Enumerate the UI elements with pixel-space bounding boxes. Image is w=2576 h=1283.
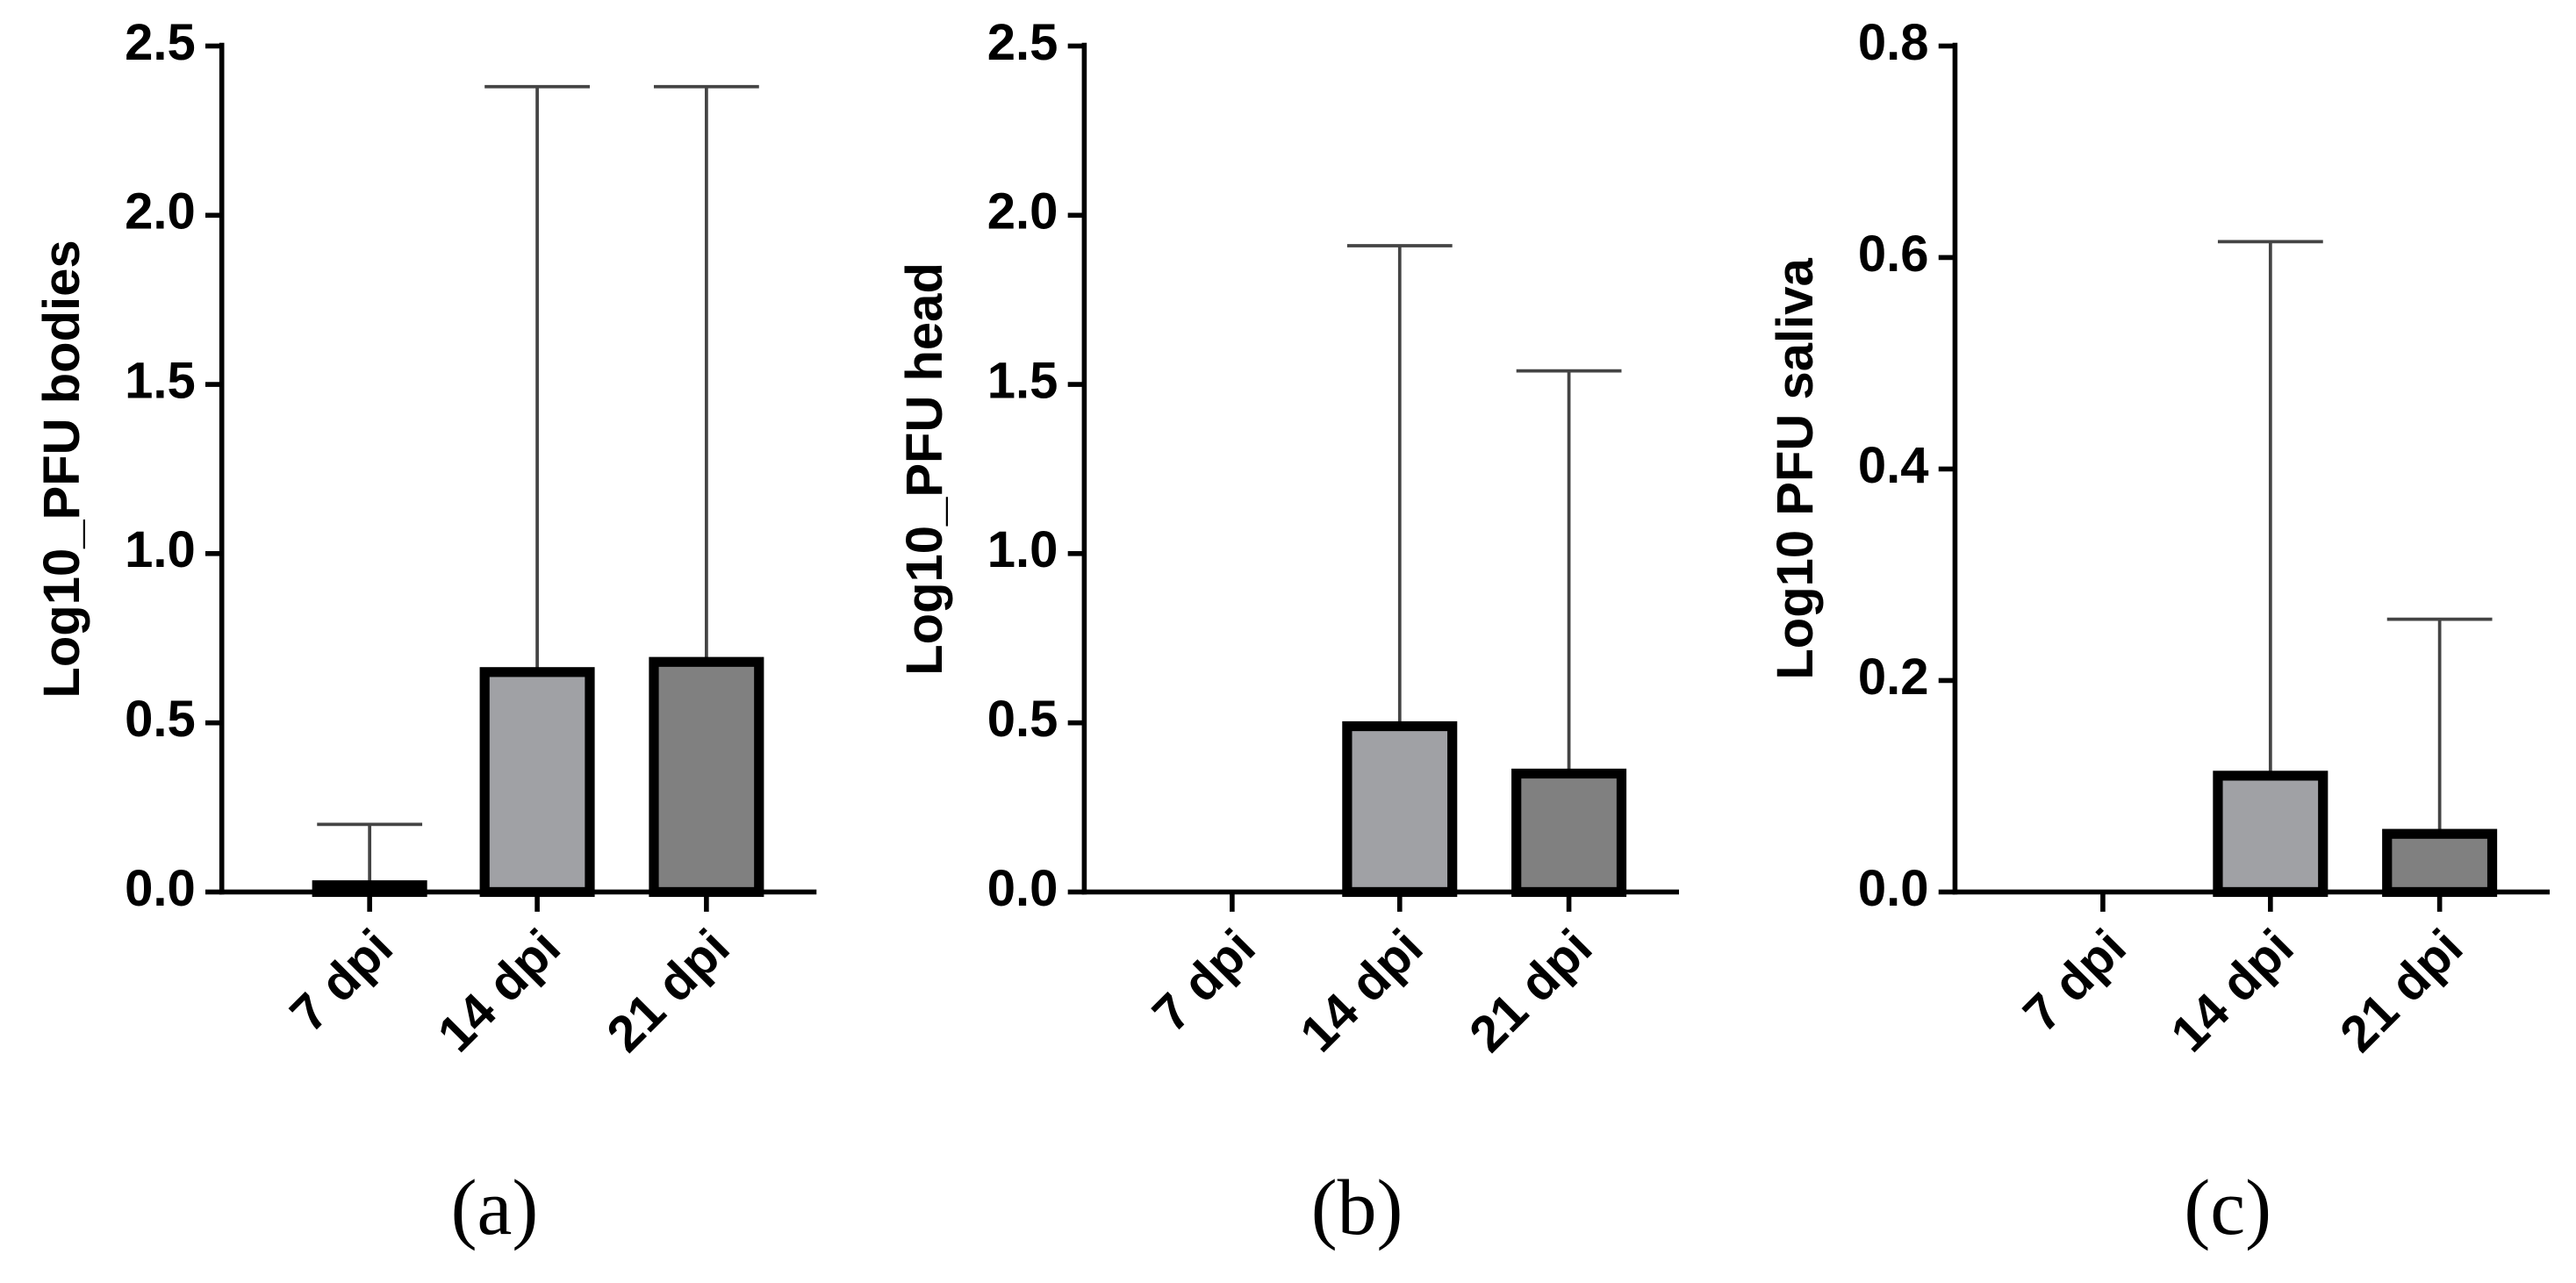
y-tick-label: 2.0 [125,183,196,240]
bar [649,656,764,898]
y-tick-label: 0.6 [1858,226,1929,283]
bar [2382,828,2498,898]
x-tick-label: 21 dpi [596,919,741,1064]
y-axis-title: Log10 PFU saliva [1767,258,1824,680]
y-axis-title: Log10_PFU bodies [33,240,90,698]
x-tick-label: 14 dpi [1289,919,1434,1064]
y-tick-label: 1.0 [987,521,1058,578]
y-tick-label: 0.8 [1858,14,1929,71]
bar [1511,768,1627,898]
bar [2213,771,2328,898]
panel-label: (b) [1311,1165,1403,1251]
y-tick-label: 0.0 [987,860,1058,917]
y-tick-label: 1.0 [125,521,196,578]
x-tick-label: 7 dpi [1142,919,1266,1043]
panel: 0.0 0.5 1.0 1.5 2.0 2.5 Log10_PFU bodies 7 dpi 1… [33,14,817,1251]
x-tick-label: 7 dpi [2013,919,2137,1043]
y-tick-label: 2.0 [987,183,1058,240]
y-axis-title: Log10_PFU head [896,262,953,676]
y-tick-label: 2.5 [987,14,1058,71]
y-tick-label: 1.5 [987,352,1058,409]
y-tick-label: 0.2 [1858,649,1929,706]
y-tick-label: 2.5 [125,14,196,71]
panel-label: (a) [451,1165,539,1251]
y-tick-label: 0.5 [125,691,196,748]
y-tick-label: 0.0 [1858,860,1929,917]
x-tick-label: 21 dpi [2329,919,2474,1064]
y-tick-label: 0.5 [987,691,1058,748]
panel: 0.0 0.2 0.4 0.6 0.8 Log10 PFU saliva 7 dpi 14 d… [1767,14,2551,1251]
x-tick-label: 7 dpi [279,919,404,1043]
x-tick-label: 14 dpi [2160,919,2305,1064]
panel-label: (c) [2184,1165,2271,1251]
bar [1342,720,1458,898]
y-tick-label: 0.0 [125,860,196,917]
panel: 0.0 0.5 1.0 1.5 2.0 2.5 Log10_PFU head 7 dpi 14 … [896,14,1679,1251]
y-tick-label: 0.4 [1858,437,1929,494]
y-tick-label: 1.5 [125,352,196,409]
x-tick-label: 14 dpi [427,919,571,1064]
x-tick-label: 21 dpi [1459,919,1604,1064]
bar [479,667,595,898]
